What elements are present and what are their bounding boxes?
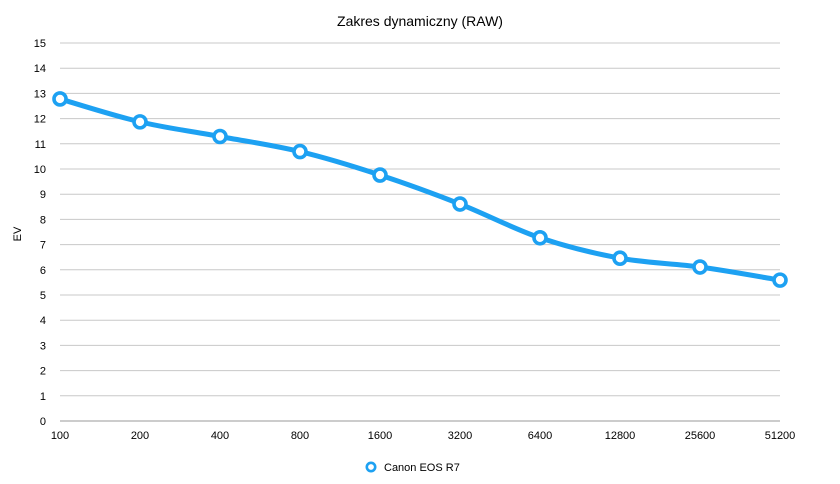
y-tick-label: 10 <box>34 164 46 176</box>
legend: Canon EOS R7 <box>365 461 460 474</box>
x-tick-label: 800 <box>291 430 309 442</box>
y-tick-label: 15 <box>34 38 46 50</box>
y-tick-label: 7 <box>40 240 46 252</box>
chart-title: Zakres dynamiczny (RAW) <box>337 13 503 29</box>
y-tick-label: 4 <box>40 315 46 327</box>
data-point <box>532 229 548 246</box>
y-tick-label: 9 <box>40 189 46 201</box>
y-tick-label: 3 <box>40 340 46 352</box>
x-tick-label: 1600 <box>368 430 392 442</box>
legend-label: Canon EOS R7 <box>384 462 460 474</box>
series-layer <box>52 91 788 288</box>
x-tick-label: 12800 <box>605 430 636 442</box>
y-tick-label: 11 <box>35 139 46 151</box>
x-tick-label: 200 <box>131 430 149 442</box>
x-tick-label: 51200 <box>765 430 796 442</box>
x-tick-labels: 100 200 400 800 1600 3200 6400 12800 25600 51200 <box>51 430 795 442</box>
y-tick-label: 13 <box>34 88 46 100</box>
y-tick-label: 0 <box>40 416 46 428</box>
data-point <box>292 143 308 160</box>
y-tick-label: 6 <box>40 265 46 277</box>
y-axis-label: EV <box>12 226 24 241</box>
data-point <box>452 196 468 212</box>
y-tick-label: 14 <box>34 63 46 75</box>
data-point <box>612 250 628 267</box>
grid-lines <box>60 42 780 422</box>
data-point <box>212 128 228 145</box>
data-point <box>52 91 68 107</box>
legend-marker <box>365 461 377 473</box>
series-line <box>57 96 783 283</box>
data-point <box>372 167 388 183</box>
y-tick-label: 12 <box>34 114 46 126</box>
x-tick-label: 25600 <box>685 430 716 442</box>
x-tick-label: 400 <box>211 430 229 442</box>
data-point <box>132 114 148 130</box>
y-tick-label: 1 <box>40 391 46 403</box>
data-point <box>692 259 708 275</box>
y-tick-label: 2 <box>40 366 46 378</box>
y-tick-label: 8 <box>40 214 46 226</box>
x-tick-label: 6400 <box>528 430 552 442</box>
data-point <box>772 272 788 288</box>
x-tick-label: 100 <box>51 430 69 442</box>
y-tick-label: 5 <box>40 290 46 302</box>
x-tick-label: 3200 <box>448 430 472 442</box>
